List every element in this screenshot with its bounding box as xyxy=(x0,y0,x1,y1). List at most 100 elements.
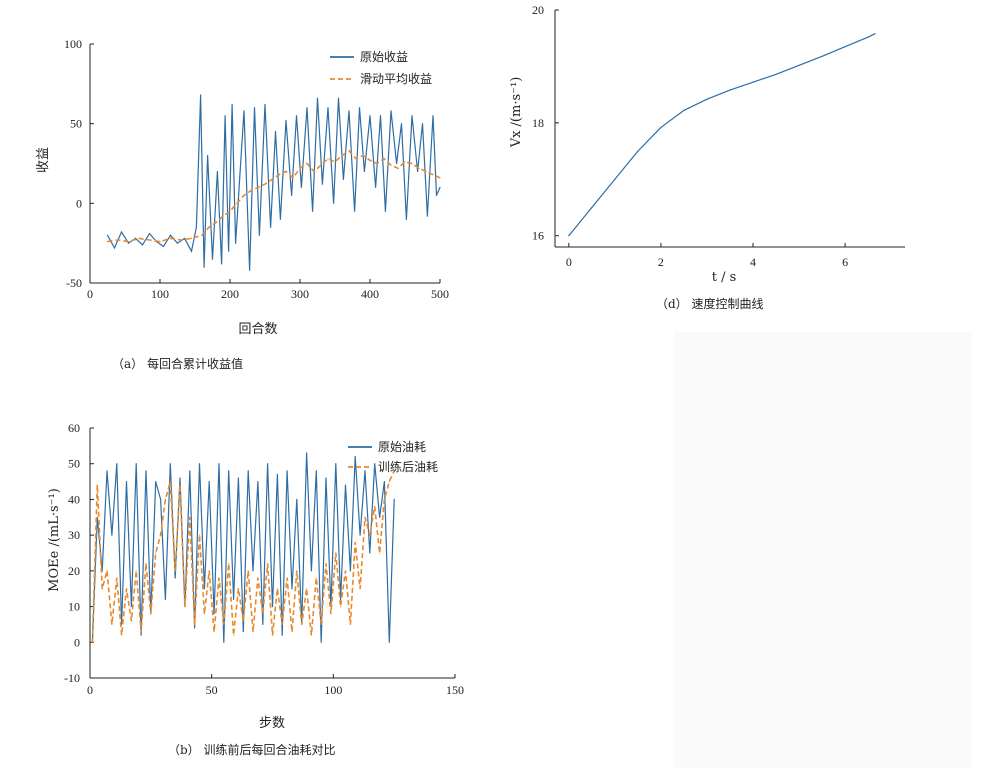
data-point xyxy=(218,577,220,579)
data-point xyxy=(237,588,239,590)
data-point xyxy=(208,570,210,572)
data-point xyxy=(264,183,266,185)
data-point xyxy=(160,498,162,500)
data-point xyxy=(383,481,385,483)
data-point xyxy=(383,498,385,500)
data-point xyxy=(183,237,186,239)
data-point xyxy=(775,73,777,75)
data-point xyxy=(683,109,685,111)
data-point xyxy=(375,186,377,188)
data-point xyxy=(411,162,413,165)
x-axis-label: 步数 xyxy=(259,716,285,731)
data-point xyxy=(439,186,441,188)
data-point xyxy=(286,470,288,472)
y-tick-label: 50 xyxy=(68,457,80,471)
y-tick-label: 50 xyxy=(70,117,82,131)
data-point xyxy=(169,481,171,483)
data-point xyxy=(281,623,283,626)
data-point xyxy=(354,210,356,212)
data-point xyxy=(348,150,350,152)
data-point xyxy=(397,167,399,169)
y-tick-label: 0 xyxy=(76,196,82,210)
data-point xyxy=(279,218,281,220)
data-point xyxy=(296,570,298,572)
data-point xyxy=(417,170,419,173)
data-point xyxy=(164,598,166,601)
data-point xyxy=(270,226,272,228)
data-point xyxy=(334,161,336,163)
data-point xyxy=(194,627,196,629)
data-point xyxy=(340,598,342,601)
data-point xyxy=(614,178,616,180)
series-line-2 xyxy=(107,149,441,243)
data-point xyxy=(271,178,273,180)
data-point xyxy=(148,233,151,235)
data-point xyxy=(247,570,249,572)
data-point xyxy=(238,186,240,188)
data-point xyxy=(130,620,132,622)
data-point xyxy=(236,202,238,204)
data-point xyxy=(120,231,123,233)
data-point xyxy=(296,498,298,500)
x-tick-label: 100 xyxy=(324,683,342,697)
x-tick-label: 200 xyxy=(221,287,239,301)
data-point xyxy=(190,237,193,239)
data-point xyxy=(369,159,371,161)
data-point xyxy=(243,194,245,196)
data-point xyxy=(798,64,800,66)
data-point xyxy=(393,470,395,472)
legend-label: 训练后油耗 xyxy=(378,459,438,474)
data-point xyxy=(291,194,293,196)
data-point xyxy=(111,623,113,626)
data-point xyxy=(233,598,235,601)
data-point xyxy=(91,641,93,643)
x-axis-label: t / s xyxy=(712,270,737,285)
data-point xyxy=(145,470,147,472)
data-point xyxy=(354,456,356,458)
data-point xyxy=(706,98,708,100)
data-point xyxy=(231,103,233,106)
data-point xyxy=(106,570,108,572)
data-point xyxy=(660,126,662,128)
data-point xyxy=(344,484,347,486)
data-point xyxy=(223,641,225,643)
data-point xyxy=(228,250,230,252)
data-point xyxy=(310,570,312,572)
data-point xyxy=(134,237,137,239)
series-line-1 xyxy=(568,33,876,237)
data-point xyxy=(362,154,364,157)
y-axis-label: 收益 xyxy=(36,147,51,173)
y-tick-label: 30 xyxy=(68,528,80,542)
data-point xyxy=(229,210,231,212)
data-point xyxy=(286,577,288,579)
y-tick-label: 0 xyxy=(74,635,80,649)
data-point xyxy=(306,162,308,165)
x-tick-label: 150 xyxy=(446,683,464,697)
data-point xyxy=(257,481,259,483)
data-point xyxy=(267,463,269,465)
data-point xyxy=(312,210,314,212)
data-point xyxy=(180,239,182,241)
data-point xyxy=(354,541,356,543)
y-tick-label: 100 xyxy=(64,37,82,51)
data-point xyxy=(257,186,259,188)
x-tick-label: 100 xyxy=(151,287,169,301)
data-point xyxy=(194,623,196,626)
y-tick-label: 18 xyxy=(532,116,544,130)
data-point xyxy=(218,463,220,465)
data-point xyxy=(844,46,846,48)
data-point xyxy=(335,552,337,554)
data-point xyxy=(242,620,244,622)
data-point xyxy=(333,202,335,204)
data-point xyxy=(252,570,254,572)
chart-caption: （d） 速度控制曲线 xyxy=(656,296,764,311)
data-point xyxy=(106,241,109,243)
legend-label: 原始收益 xyxy=(360,50,408,64)
y-axis-label: MOEe /(mL·s⁻¹) xyxy=(47,488,62,592)
data-point xyxy=(363,170,365,173)
data-point xyxy=(390,164,392,166)
data-point xyxy=(591,206,593,209)
data-point xyxy=(150,613,152,615)
x-tick-label: 0 xyxy=(87,287,93,301)
data-point xyxy=(198,463,201,465)
